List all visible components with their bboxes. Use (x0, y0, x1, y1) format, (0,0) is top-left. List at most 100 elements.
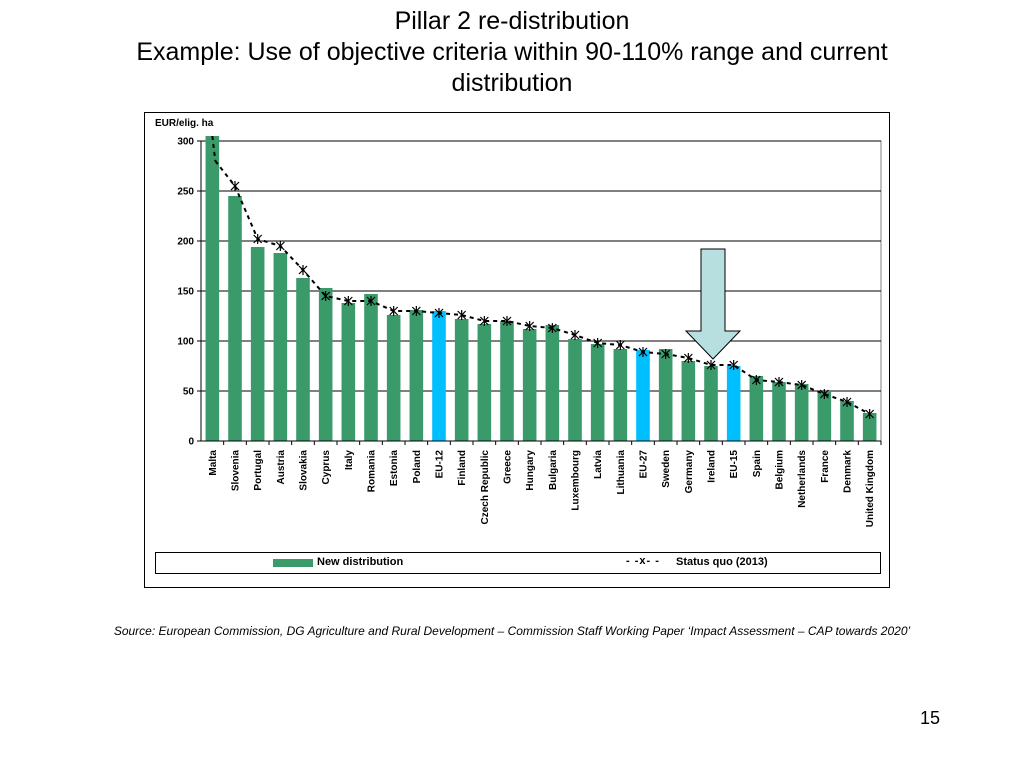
y-tick-label: 0 (188, 437, 194, 448)
x-tick-label: Lithuania (616, 450, 627, 495)
x-tick-label: United Kingdom (865, 450, 876, 527)
status-quo-marker (593, 338, 603, 348)
legend-label-status-quo: Status quo (2013) (676, 556, 768, 568)
status-quo-marker (275, 241, 285, 251)
chart-frame: EUR/elig. ha 0 50 100 150 200 250 300 Malta Slov… (144, 112, 890, 588)
bar (296, 278, 310, 441)
bar (794, 384, 809, 441)
bar (341, 303, 356, 441)
legend-label-new-distribution: New distribution (317, 556, 404, 568)
bar (590, 344, 605, 441)
x-tick-label: Luxembourg (571, 450, 582, 511)
x-tick-label: Ireland (707, 450, 718, 483)
bar (681, 361, 696, 441)
bar (454, 319, 469, 441)
source-note: Source: European Commission, DG Agricult… (113, 624, 911, 638)
status-quo-marker (751, 375, 761, 385)
bar (273, 253, 288, 441)
status-quo-marker (819, 389, 829, 399)
status-quo-marker (479, 316, 489, 326)
x-tick-label: Greece (503, 450, 514, 484)
status-quo-marker (865, 409, 875, 419)
bar (568, 339, 582, 441)
title-line-3: distribution (451, 69, 573, 97)
title-line-2: Example: Use of objective criteria withi… (136, 38, 888, 66)
x-tick-label: Belgium (775, 450, 786, 490)
x-tick-label: Slovakia (299, 450, 310, 491)
y-tick-label: 200 (177, 237, 194, 248)
x-tick-label: Portugal (253, 450, 264, 491)
legend: New distribution - -x- - Status quo (201… (155, 552, 881, 574)
x-tick-label: Latvia (593, 450, 604, 479)
bar (636, 350, 650, 441)
y-tick-label: 250 (177, 187, 194, 198)
x-tick-label: Spain (752, 450, 763, 477)
status-quo-offscale-segment (214, 160, 236, 187)
status-quo-marker (729, 360, 739, 370)
x-tick-label: EU-15 (729, 450, 740, 479)
bar (772, 382, 786, 441)
bar (817, 391, 832, 441)
axes: 0 50 100 150 200 250 300 Malta Slovenia Portugal A… (177, 137, 882, 527)
y-tick-label: 300 (177, 137, 194, 148)
page-number: 15 (919, 708, 940, 728)
bar-chart: EUR/elig. ha 0 50 100 150 200 250 300 Malta Slov… (155, 118, 882, 527)
x-tick-label: Romania (367, 450, 378, 493)
status-quo-marker (706, 360, 716, 370)
bar (432, 311, 446, 441)
status-quo-marker (661, 349, 671, 359)
bar (658, 349, 673, 441)
status-quo-marker (774, 377, 784, 387)
bar (704, 366, 718, 441)
x-tick-label: Sweden (661, 450, 672, 488)
status-quo-marker (842, 397, 852, 407)
x-tick-label: Cyprus (321, 450, 332, 485)
bar (862, 413, 877, 441)
status-quo-marker (797, 380, 807, 390)
x-tick-label: Czech Republic (480, 450, 491, 525)
bar (613, 349, 628, 441)
bar (477, 324, 492, 441)
status-quo-marker (230, 181, 240, 191)
slide-title: Pillar 2 re-distribution Example: Use of… (40, 6, 984, 99)
status-quo-marker (547, 323, 557, 333)
status-quo-marker (434, 308, 444, 318)
legend-swatch-status-quo: - -x- - (626, 555, 660, 567)
y-tick-label: 100 (177, 337, 194, 348)
title-line-1: Pillar 2 re-distribution (394, 7, 630, 35)
status-quo-marker (525, 321, 535, 331)
x-tick-label: Germany (684, 450, 695, 494)
bar (250, 247, 265, 441)
y-axis-title: EUR/elig. ha (155, 118, 214, 129)
status-quo-marker (615, 340, 625, 350)
x-tick-label: Austria (276, 450, 287, 485)
bar (545, 325, 560, 441)
x-tick-label: Estonia (389, 450, 400, 487)
status-quo-marker (502, 316, 512, 326)
gridlines (201, 140, 881, 392)
bar (522, 329, 537, 441)
status-quo-marker (457, 310, 467, 320)
down-arrow-icon (684, 248, 742, 360)
x-tick-label: Hungary (525, 450, 536, 491)
x-tick-label: EU-12 (435, 450, 446, 479)
bar (409, 310, 424, 441)
status-quo-marker (570, 330, 580, 340)
x-tick-label: Finland (457, 450, 468, 486)
bar (749, 376, 764, 441)
legend-swatch-new-distribution (273, 559, 313, 567)
status-quo-line (211, 135, 875, 419)
x-tick-label: Netherlands (797, 450, 808, 508)
status-quo-marker (389, 306, 399, 316)
bar (364, 294, 378, 441)
bars (205, 136, 877, 441)
bar (228, 196, 242, 441)
x-tick-label: Slovenia (231, 450, 242, 492)
bar (318, 288, 333, 441)
x-tick-label: Bulgaria (548, 450, 559, 490)
status-quo-marker (343, 296, 353, 306)
y-tick-label: 50 (183, 387, 195, 398)
bar (840, 401, 854, 441)
x-tick-label: Italy (344, 450, 355, 470)
x-tick-label: Poland (412, 450, 423, 483)
